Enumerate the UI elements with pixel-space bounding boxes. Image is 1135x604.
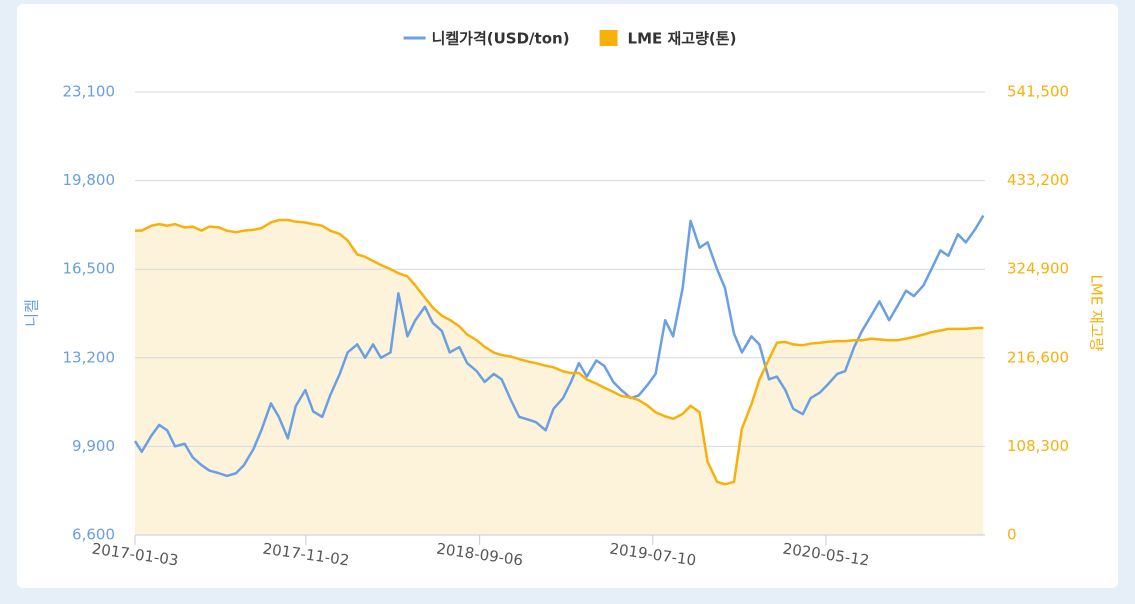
y-tick-label: 9,900	[72, 437, 115, 455]
y2-tick-label: 324,900	[1007, 260, 1069, 278]
series-line	[135, 218, 984, 486]
y-tick-label: 19,800	[63, 171, 116, 189]
y-tick-label: 6,600	[72, 526, 115, 544]
legend: 니켈가격(USD/ton) LME 재고량(톤)	[403, 30, 737, 48]
lines-layer	[133, 214, 985, 486]
y-tick-label: 16,500	[63, 260, 116, 278]
y2-tick-label: 541,500	[1007, 83, 1069, 101]
legend-item: LME 재고량(톤)	[599, 30, 737, 48]
y2-tick-label: 216,600	[1007, 348, 1069, 366]
legend-item: 니켈가격(USD/ton)	[403, 30, 570, 48]
legend-label: LME 재고량(톤)	[628, 30, 737, 48]
series-line	[133, 214, 985, 478]
y2-axis-label: LME 재고량	[1088, 275, 1106, 352]
axis-layer	[134, 534, 985, 545]
y2-tick-label: 108,300	[1007, 437, 1069, 455]
legend-swatch	[599, 30, 618, 46]
y-axis-label: 니켈	[23, 299, 41, 327]
y-tick-label: 23,100	[63, 83, 116, 101]
legend-label: 니켈가격(USD/ton)	[432, 30, 570, 48]
y2-tick-label: 433,200	[1007, 171, 1069, 189]
area	[135, 220, 984, 535]
y-tick-label: 13,200	[63, 348, 116, 366]
area-layer	[135, 220, 984, 535]
y2-tick-label: 0	[1007, 526, 1017, 544]
